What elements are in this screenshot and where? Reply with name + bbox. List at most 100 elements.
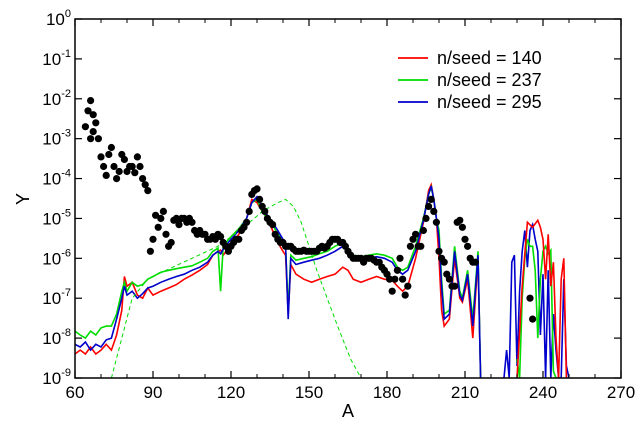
y-tick-label: 10-4 <box>42 168 71 189</box>
scatter-point <box>92 119 100 127</box>
scatter-point <box>451 282 459 290</box>
plot-frame <box>74 18 622 379</box>
scatter-point <box>471 258 479 266</box>
scatter-point <box>396 254 404 262</box>
scatter-point <box>146 247 154 255</box>
scatter-point <box>157 214 165 222</box>
scatter-point <box>167 238 175 247</box>
scatter-point <box>386 275 394 283</box>
dashed-series-line <box>110 198 362 378</box>
scatter-point <box>399 275 407 283</box>
scatter-point <box>188 218 196 226</box>
legend-label-2: n/seed = 237 <box>437 70 542 90</box>
x-tick-label: 90 <box>144 383 163 402</box>
y-tick-label: 10-8 <box>42 327 71 348</box>
scatter-point <box>141 181 149 189</box>
scatter-point <box>445 275 453 283</box>
scatter-point <box>464 242 472 250</box>
scatter-point <box>430 207 438 215</box>
scatter-point <box>89 111 97 119</box>
scatter-point <box>419 226 427 235</box>
scatter-point <box>110 162 118 171</box>
scatter-point <box>105 150 113 159</box>
scatter-point <box>261 207 269 215</box>
scatter-point <box>89 128 97 136</box>
scatter-point <box>107 143 115 152</box>
scatter-point <box>120 155 128 164</box>
scatter-point <box>253 185 261 193</box>
y-tick-label: 10-1 <box>42 48 71 69</box>
scatter-point <box>388 287 396 295</box>
scatter-point <box>412 230 420 238</box>
x-axis-title: A <box>342 401 354 421</box>
scatter-point <box>440 258 448 266</box>
scatter-point <box>393 266 401 274</box>
scatter-point <box>149 235 157 243</box>
scatter-point <box>175 221 183 229</box>
scatter-point <box>136 162 144 171</box>
scatter-point <box>256 195 264 203</box>
scatter-point <box>131 169 139 177</box>
scatter-point <box>84 107 92 115</box>
x-tick-label: 180 <box>373 383 401 402</box>
series-line-1 <box>75 181 482 378</box>
tail-segment-3 <box>516 218 569 378</box>
scatter-point <box>456 216 464 224</box>
scatter-point <box>113 175 121 183</box>
scatter-point <box>529 315 537 323</box>
y-tick-label: 10-5 <box>42 207 71 228</box>
y-tick-label: 10-3 <box>42 128 71 149</box>
scatter-point <box>401 291 409 299</box>
scatter-point <box>100 162 108 171</box>
scatter-point <box>144 187 152 195</box>
scatter-point <box>81 123 89 131</box>
y-tick-label: 100 <box>46 8 71 29</box>
scatter-point <box>432 218 440 226</box>
y-tick-label: 10-7 <box>42 287 71 308</box>
x-tick-label: 240 <box>529 383 557 402</box>
scatter-point <box>159 207 167 215</box>
scatter-point <box>87 97 95 105</box>
scatter-point <box>458 223 466 231</box>
scatter-point <box>406 242 414 250</box>
scatter-point <box>102 171 110 179</box>
scatter-point <box>404 282 412 290</box>
x-tick-label: 120 <box>217 383 245 402</box>
scatter-point <box>152 211 160 219</box>
scatter-point <box>417 242 425 250</box>
scatter-point <box>461 235 469 243</box>
plot-clip-group <box>75 97 570 378</box>
scatter-point <box>427 195 435 203</box>
scatter-point <box>133 153 141 161</box>
x-tick-label: 270 <box>607 383 635 402</box>
y-tick-label: 10-6 <box>42 247 71 268</box>
scatter-point <box>154 223 162 231</box>
scatter-point <box>435 247 443 255</box>
series-line-2 <box>75 184 482 378</box>
scatter-point <box>422 214 430 222</box>
scatter-point <box>94 135 102 143</box>
scatter-point <box>425 202 433 210</box>
scatter-point <box>162 230 170 238</box>
scatter-point <box>97 153 105 161</box>
scatter-point <box>87 135 95 143</box>
legend-label-1: n/seed = 140 <box>437 48 542 68</box>
y-axis-title: Y <box>13 193 33 205</box>
scatter-point <box>245 207 253 215</box>
scatter-point <box>217 233 225 241</box>
scatter-point <box>115 167 123 176</box>
scatter-point <box>235 235 243 243</box>
scatter-point <box>139 175 147 183</box>
scatter-point <box>172 214 180 222</box>
x-tick-label: 60 <box>66 383 85 402</box>
y-tick-label: 10-2 <box>42 88 71 109</box>
data-layer <box>75 97 570 378</box>
scatter-point <box>269 221 277 229</box>
x-tick-label: 150 <box>295 383 323 402</box>
scatter-point <box>128 162 136 171</box>
series-line-3 <box>75 185 482 378</box>
x-tick-label: 210 <box>451 383 479 402</box>
scatter-point <box>243 218 251 226</box>
scatter-point <box>391 275 399 283</box>
